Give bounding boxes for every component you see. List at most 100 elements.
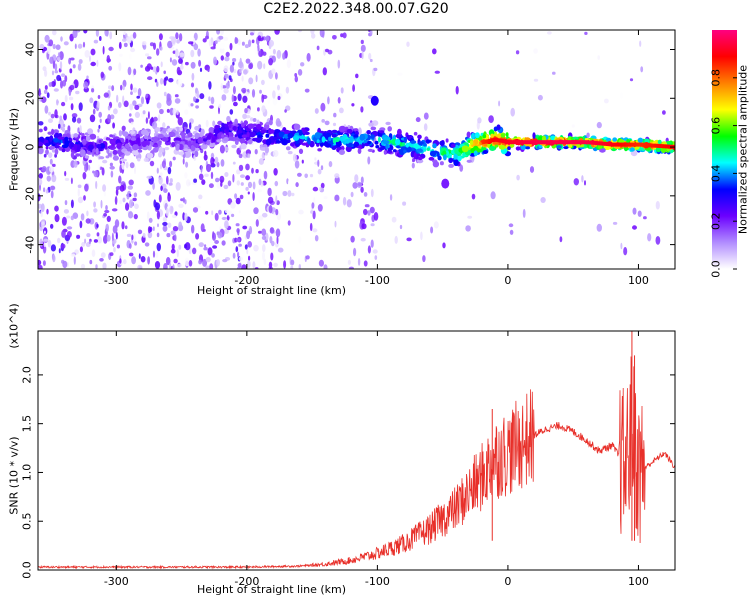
noise-blob	[144, 242, 150, 247]
noise-blob	[143, 157, 149, 162]
noise-blob	[223, 65, 229, 73]
noise-blob	[240, 174, 245, 178]
noise-blob	[122, 79, 127, 88]
noise-blob	[369, 30, 373, 36]
ridge-core	[624, 142, 627, 147]
ridge-blob	[221, 134, 225, 138]
noise-blob	[234, 193, 238, 200]
noise-blob	[38, 178, 43, 186]
noise-blob	[126, 233, 132, 237]
noise-blob	[116, 94, 119, 103]
noise-blob	[373, 212, 379, 221]
noise-blob	[232, 86, 236, 95]
noise-blob	[177, 263, 182, 268]
noise-blob	[72, 64, 76, 69]
ridge-blob	[108, 145, 114, 149]
noise-blob	[156, 167, 159, 174]
ridge-core	[657, 143, 660, 148]
ridge-blob	[366, 130, 372, 135]
noise-blob	[132, 100, 137, 106]
ridge-blob	[410, 140, 417, 144]
ridge-blob	[469, 140, 474, 145]
ridge-core	[492, 138, 495, 143]
noise-blob	[131, 234, 134, 241]
noise-blob	[228, 75, 232, 81]
ridge-blob	[130, 137, 137, 141]
noise-blob	[64, 200, 68, 206]
noise-blob	[130, 47, 136, 53]
noise-blob	[70, 215, 74, 221]
ridge-blob	[317, 148, 322, 152]
noise-blob	[320, 102, 326, 112]
noise-blob	[363, 192, 368, 197]
noise-blob	[86, 75, 89, 79]
noise-blob	[185, 61, 189, 66]
noise-blob	[373, 67, 378, 72]
noise-blob	[44, 34, 50, 43]
ridge-core	[577, 140, 580, 145]
noise-blob	[354, 174, 359, 183]
ridge-blob	[349, 135, 354, 143]
ridge-blob	[112, 149, 118, 155]
noise-blob	[145, 53, 150, 57]
noise-blob	[153, 42, 156, 50]
ridge-blob	[242, 113, 248, 120]
noise-blob	[133, 213, 138, 220]
noise-blob	[129, 103, 134, 111]
noise-blob	[423, 123, 428, 131]
ridge-blob	[387, 126, 393, 132]
noise-blob	[122, 38, 127, 42]
noise-blob	[214, 40, 218, 45]
noise-blob	[71, 113, 78, 118]
noise-blob	[239, 194, 244, 200]
figure-title: C2E2.2022.348.00.07.G20	[263, 1, 449, 17]
noise-blob	[363, 260, 368, 267]
noise-blob	[188, 260, 193, 267]
noise-blob	[60, 36, 63, 42]
noise-blob	[102, 45, 105, 55]
ridge-core	[586, 140, 589, 145]
noise-blob	[84, 163, 88, 173]
ridge-core	[621, 142, 624, 147]
noise-blob	[247, 260, 251, 268]
ridge-blob	[102, 159, 108, 164]
noise-blob	[208, 183, 214, 189]
noise-blob	[333, 236, 338, 243]
noise-blob	[83, 195, 86, 201]
noise-blob	[319, 30, 325, 38]
noise-blob	[265, 35, 270, 42]
noise-blob	[77, 188, 81, 197]
ridge-blob	[453, 153, 458, 160]
ridge-blob	[493, 126, 498, 132]
ridge-core	[510, 140, 512, 145]
noise-blob	[261, 235, 267, 240]
noise-blob	[238, 164, 244, 172]
ridge-core	[663, 144, 666, 149]
noise-blob	[261, 152, 265, 159]
ridge-blob	[87, 128, 94, 135]
ridge-blob	[416, 148, 423, 153]
ridge-core	[549, 140, 552, 145]
noise-blob	[325, 48, 329, 53]
ridge-blob	[298, 148, 304, 154]
noise-blob	[643, 216, 647, 220]
ridge-core	[575, 140, 578, 145]
noise-blob	[160, 185, 163, 192]
ridge-core	[594, 141, 597, 145]
ridge-blob	[137, 157, 141, 162]
ridge-blob	[57, 136, 65, 140]
noise-blob	[211, 253, 215, 258]
noise-blob	[629, 78, 634, 82]
noise-blob	[79, 220, 83, 229]
ridge-blob	[206, 139, 211, 146]
ridge-core	[502, 139, 505, 144]
ridge-blob	[161, 137, 169, 142]
ridge-core	[517, 140, 520, 145]
noise-blob	[231, 213, 235, 218]
ridge-core	[527, 140, 530, 145]
noise-blob	[275, 195, 278, 205]
ridge-blob	[174, 131, 179, 135]
noise-blob	[84, 183, 89, 192]
noise-blob	[134, 104, 140, 111]
ridge-core	[506, 140, 509, 144]
